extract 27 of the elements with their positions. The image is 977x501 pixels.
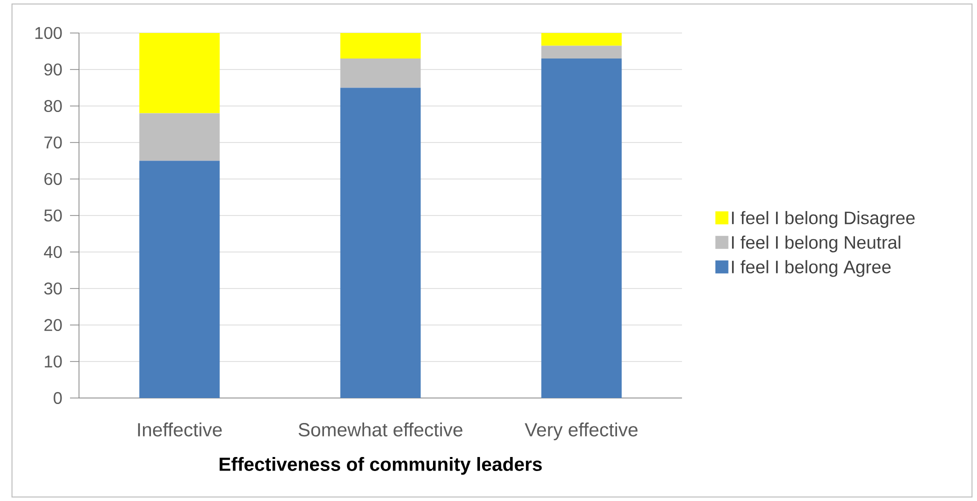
- legend-label: I feel I belong Disagree: [732, 211, 915, 228]
- x-tick-label: Ineffective: [138, 422, 222, 436]
- y-tick-label: 40: [44, 246, 62, 258]
- y-tick-label: 30: [44, 282, 62, 295]
- y-tick-label: 100: [35, 26, 62, 40]
- y-tick-label: 50: [44, 209, 62, 222]
- legend-label: I feel I belong Agree: [732, 260, 891, 277]
- y-tick-label: 0: [54, 392, 62, 404]
- y-tick-label: 90: [44, 63, 62, 76]
- y-tick-label: 10: [44, 355, 62, 368]
- bar: [340, 58, 421, 88]
- legend-label: I feel I belong Neutral: [732, 236, 900, 252]
- y-tick-label: 80: [44, 100, 62, 112]
- bar: [139, 33, 220, 114]
- bar: [340, 33, 421, 59]
- bar: [139, 113, 220, 161]
- x-axis-title: Effectiveness of community leaders: [220, 457, 542, 475]
- bar: [139, 160, 220, 398]
- bar: [541, 58, 622, 398]
- bar: [541, 46, 622, 59]
- y-tick-label: 70: [44, 136, 62, 149]
- x-tick-label: Somewhat effective: [298, 422, 462, 436]
- bar: [340, 88, 421, 398]
- y-tick-label: 20: [44, 318, 62, 332]
- bar: [541, 33, 622, 46]
- y-tick-label: 60: [44, 172, 62, 186]
- x-tick-label: Very effective: [524, 422, 638, 440]
